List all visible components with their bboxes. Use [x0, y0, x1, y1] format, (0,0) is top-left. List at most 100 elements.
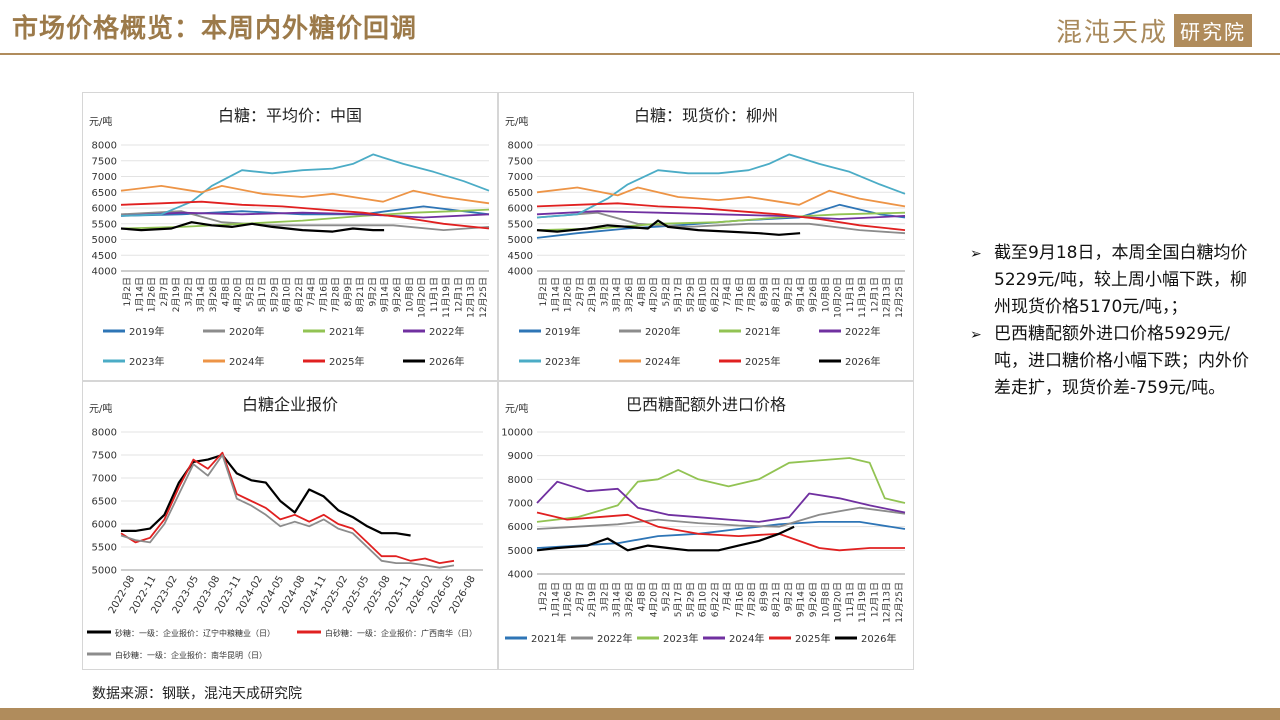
x-tick-label: 1月14日	[550, 582, 561, 617]
bullet-item: ➢ 巴西糖配额外进口价格5929元/吨，进口糖价格小幅下跌；内外价差走扩，现货价…	[970, 321, 1250, 402]
x-tick-label: 1月26日	[563, 582, 574, 617]
page-title: 市场价格概览：本周内外糖价回调	[12, 14, 418, 44]
x-tick-label: 2月19日	[171, 277, 182, 312]
x-tick-label: 3月14日	[612, 582, 623, 617]
x-tick-label: 11月1日	[429, 277, 440, 312]
legend-label: 砂糖：一级：企业报价：辽宁中粮糖业（日）	[115, 628, 275, 638]
x-tick-label: 6月22日	[710, 582, 721, 617]
chart-panel-liuzhou-price: 白糖：现货价：柳州 元/吨 4000 4500 5000 5500 6000 6500 7000…	[498, 92, 914, 381]
legend-label: 2022年	[429, 325, 464, 338]
y-tick-label: 5000	[508, 235, 533, 246]
x-tick-label: 12月13日	[882, 277, 893, 318]
x-tick-label: 7月4日	[306, 277, 317, 306]
x-tick-label: 8月9日	[759, 277, 770, 306]
y-tick-label: 9000	[508, 451, 533, 462]
series-line	[536, 521, 906, 549]
series-line	[120, 211, 490, 219]
x-tick-label: 10月20日	[833, 582, 844, 623]
legend-label: 2023年	[663, 632, 698, 645]
y-tick-label: 5000	[92, 235, 117, 246]
x-tick-label: 12月1日	[453, 277, 464, 312]
series-line	[536, 211, 906, 231]
legend-label: 2020年	[229, 325, 264, 338]
x-tick-label: 6月22日	[294, 277, 305, 312]
x-tick-label: 11月1日	[845, 582, 856, 617]
y-tick-label: 5000	[92, 566, 117, 577]
chart-title: 巴西糖配额外进口价格	[626, 395, 786, 414]
x-tick-label: 11月19日	[441, 277, 452, 318]
x-tick-label: 12月13日	[466, 277, 477, 318]
legend-label: 白砂糖：一级：企业报价：南华昆明（日）	[115, 650, 267, 660]
arrow-bullet-icon: ➢	[970, 246, 982, 262]
x-tick-label: 7月4日	[722, 277, 733, 306]
legend-label: 2021年	[531, 632, 566, 645]
legend-label: 2026年	[429, 355, 464, 368]
x-tick-label: 7月16日	[734, 582, 745, 617]
x-tick-label: 12月25日	[894, 277, 905, 318]
series-line	[536, 506, 906, 530]
x-tick-label: 11月19日	[857, 582, 868, 623]
x-tick-label: 9月26日	[808, 582, 819, 617]
x-tick-label: 5月29日	[269, 277, 280, 312]
series-line	[536, 186, 906, 208]
x-tick-label: 2月7日	[159, 277, 170, 306]
chart-panel-brazil-import: 巴西糖配额外进口价格 元/吨 4000 5000 6000 7000 8000 9000 100…	[498, 381, 914, 670]
x-tick-label: 4月8日	[220, 277, 231, 306]
y-tick-label: 5500	[92, 219, 117, 230]
y-tick-label: 5500	[508, 219, 533, 230]
legend-label: 2026年	[861, 632, 896, 645]
footer-bar	[0, 708, 1280, 720]
x-tick-label: 3月2日	[599, 277, 610, 306]
x-tick-label: 9月2日	[783, 277, 794, 306]
x-tick-label: 4月20日	[649, 277, 660, 312]
x-tick-label: 9月26日	[392, 277, 403, 312]
x-tick-label: 5月29日	[685, 582, 696, 617]
chart-brazil-import: 巴西糖配额外进口价格 元/吨 4000 5000 6000 7000 8000 9000 100…	[501, 395, 906, 645]
y-tick-label: 8000	[92, 141, 117, 152]
series-line	[536, 210, 906, 220]
x-tick-label: 10月8日	[404, 277, 415, 312]
brand-logo: 混沌天成 研究院	[1056, 12, 1252, 49]
x-tick-label: 2月7日	[575, 582, 586, 611]
legend-label: 2025年	[745, 355, 780, 368]
x-tick-label: 9月14日	[796, 277, 807, 312]
x-tick-label: 1月14日	[134, 277, 145, 312]
chart-liuzhou-price: 白糖：现货价：柳州 元/吨 4000 4500 5000 5500 6000 6500 7000…	[505, 106, 906, 368]
y-tick-label: 4500	[92, 251, 117, 262]
y-tick-label: 7500	[508, 156, 533, 167]
series-line	[120, 208, 490, 230]
y-tick-label: 5000	[508, 546, 533, 557]
legend-label: 2024年	[229, 355, 264, 368]
y-tick-label: 6500	[92, 497, 117, 508]
legend-label: 2021年	[745, 325, 780, 338]
x-tick-label: 5月17日	[673, 277, 684, 312]
y-axis-label: 元/吨	[505, 402, 528, 415]
y-tick-label: 4000	[508, 570, 533, 581]
legend-label: 2019年	[129, 325, 164, 338]
x-tick-label: 6月10日	[698, 582, 709, 617]
series-line	[536, 219, 801, 236]
chart-avg-price: 白糖：平均价：中国 元/吨 4000 4500 5000 5500 6000 6500 7000…	[89, 106, 490, 368]
x-tick-label: 12月25日	[478, 277, 489, 318]
x-tick-label: 3月26日	[208, 277, 219, 312]
x-tick-label: 2月7日	[575, 277, 586, 306]
x-tick-label: 4月20日	[649, 582, 660, 617]
series-line	[120, 454, 455, 569]
series-line	[536, 525, 795, 552]
y-tick-label: 7000	[92, 474, 117, 485]
summary-bullets: ➢ 截至9月18日，本周全国白糖均价5229元/吨，较上周小幅下跌，柳州现货价格…	[970, 240, 1250, 402]
x-tick-label: 2月19日	[587, 277, 598, 312]
x-tick-label: 4月8日	[636, 582, 647, 611]
x-tick-label: 6月22日	[710, 277, 721, 312]
x-tick-label: 8月21日	[771, 277, 782, 312]
legend-label: 2024年	[729, 632, 764, 645]
x-tick-label: 8月9日	[343, 277, 354, 306]
x-tick-label: 6月10日	[698, 277, 709, 312]
y-tick-label: 6000	[508, 204, 533, 215]
legend-label: 2026年	[845, 355, 880, 368]
y-tick-label: 4000	[92, 267, 117, 278]
series-line	[120, 153, 490, 217]
legend-label: 2024年	[645, 355, 680, 368]
chart-panel-enterprise-quote: 白糖企业报价 元/吨 5000 5500 6000 6500 7000 7500 8000 202…	[82, 381, 498, 670]
x-tick-label: 1月26日	[563, 277, 574, 312]
